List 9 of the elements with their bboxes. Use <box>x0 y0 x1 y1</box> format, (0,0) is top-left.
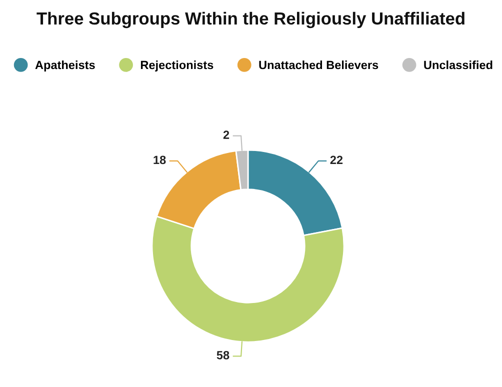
chart-title: Three Subgroups Within the Religiously Unaffiliated <box>36 12 464 28</box>
data-label: 58 <box>216 350 230 360</box>
legend-label: Unattached Believers <box>259 60 378 70</box>
legend-label: Apatheists <box>35 60 95 72</box>
data-label: 2 <box>223 130 230 139</box>
data-label: 18 <box>154 156 166 164</box>
data-label: 22 <box>330 156 343 164</box>
legend-label: Rejectionists <box>140 60 214 72</box>
legend-label: Unclassified <box>424 60 492 70</box>
